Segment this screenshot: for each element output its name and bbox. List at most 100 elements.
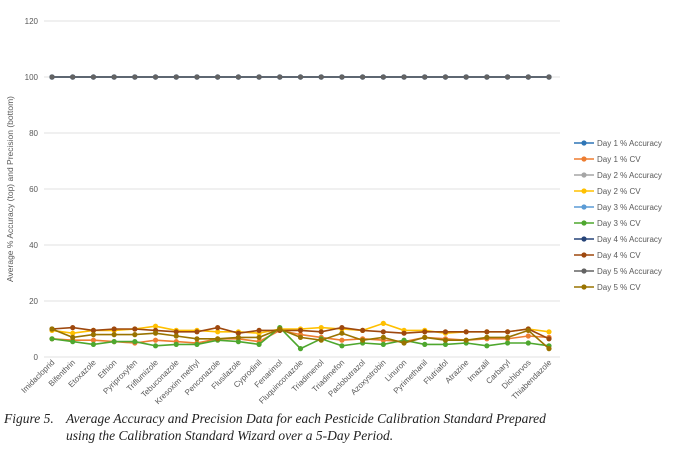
data-point: [111, 74, 117, 80]
data-point: [463, 74, 469, 80]
legend-label: Day 5 % CV: [597, 283, 641, 292]
y-tick-label: 120: [25, 17, 39, 26]
data-point: [235, 74, 241, 80]
data-point: [132, 74, 138, 80]
chart-svg: 0 20 40 60 80 100 120 Average % Accuracy (top) …: [5, 17, 662, 406]
data-point: [504, 74, 511, 80]
data-point: [152, 323, 159, 329]
data-point: [173, 333, 179, 339]
data-point: [360, 74, 366, 80]
legend-label: Day 3 % Accuracy: [597, 203, 662, 212]
data-point: [442, 74, 449, 80]
data-point: [422, 329, 428, 335]
data-point: [318, 74, 324, 80]
data-point: [484, 334, 490, 340]
data-point: [132, 339, 138, 345]
y-axis-title: Average % Accuracy (top) and Precision (…: [5, 96, 15, 282]
data-point: [484, 329, 490, 335]
legend-swatch-marker: [581, 252, 587, 258]
data-point: [152, 343, 159, 349]
y-tick-label: 100: [25, 73, 39, 82]
data-point: [132, 326, 138, 332]
data-point: [318, 325, 324, 331]
data-point: [442, 337, 449, 343]
data-point: [152, 337, 159, 343]
data-point: [339, 337, 345, 343]
data-point: [194, 329, 200, 335]
data-point: [360, 327, 366, 333]
caption-line-2: using the Calibration Standard Wizard ov…: [66, 428, 394, 443]
data-point: [215, 325, 221, 331]
data-point: [235, 339, 241, 345]
data-point: [546, 336, 552, 342]
data-point: [215, 336, 221, 342]
data-point: [194, 341, 200, 347]
legend-swatch-marker: [581, 204, 587, 210]
data-point: [152, 330, 159, 336]
legend-swatch-marker: [581, 172, 587, 178]
legend-swatch-marker: [581, 156, 587, 162]
data-point: [318, 337, 324, 343]
legend-swatch-marker: [581, 284, 587, 290]
legend-label: Day 4 % CV: [597, 251, 641, 260]
y-tick-label: 60: [29, 185, 38, 194]
data-point: [297, 334, 304, 340]
y-tick-label: 40: [29, 241, 38, 250]
data-point: [49, 74, 55, 80]
data-point: [360, 337, 366, 343]
chart: 0 20 40 60 80 100 120 Average % Accuracy (top) …: [5, 17, 662, 406]
data-point: [339, 330, 345, 336]
data-point: [339, 325, 345, 331]
x-tick-label: Imidacloprid: [20, 358, 57, 395]
data-point: [504, 340, 511, 346]
data-point: [401, 340, 407, 346]
y-tick-label: 20: [29, 297, 38, 306]
data-point: [380, 329, 386, 335]
legend-swatch-marker: [581, 236, 587, 242]
data-point: [215, 74, 221, 80]
data-point: [380, 320, 386, 326]
data-point: [70, 339, 76, 345]
data-point: [111, 339, 117, 345]
data-point: [297, 327, 304, 333]
data-point: [525, 340, 531, 346]
data-point: [401, 330, 407, 336]
data-point: [318, 329, 324, 335]
data-point: [504, 334, 511, 340]
data-point: [525, 333, 531, 339]
figure-caption: Figure 5. Average Accuracy and Precision …: [4, 410, 684, 444]
data-point: [525, 327, 531, 333]
data-point: [173, 341, 179, 347]
caption-line-1: Average Accuracy and Precision Data for …: [66, 411, 546, 426]
data-point: [442, 341, 449, 347]
legend-swatch-marker: [581, 140, 587, 146]
legend-label: Day 4 % Accuracy: [597, 235, 662, 244]
y-tick-label: 80: [29, 129, 38, 138]
data-point: [525, 74, 531, 80]
data-point: [194, 74, 200, 80]
data-point: [546, 346, 552, 352]
data-point: [339, 343, 345, 349]
data-point: [380, 334, 386, 340]
data-point: [546, 329, 552, 335]
data-point: [297, 74, 304, 80]
data-point: [90, 337, 97, 343]
data-point: [70, 330, 76, 336]
data-point: [401, 74, 407, 80]
data-point: [70, 325, 76, 331]
legend-label: Day 5 % Accuracy: [597, 267, 662, 276]
data-point: [442, 329, 449, 335]
data-point: [484, 343, 490, 349]
data-point: [215, 329, 221, 335]
data-point: [235, 334, 241, 340]
data-point: [194, 336, 200, 342]
data-point: [380, 74, 386, 80]
data-point: [546, 74, 552, 80]
data-point: [235, 330, 241, 336]
data-point: [380, 341, 386, 347]
data-point: [422, 341, 428, 347]
data-point: [256, 74, 262, 80]
legend-swatch-marker: [581, 220, 587, 226]
data-point: [297, 346, 304, 352]
data-point: [132, 332, 138, 338]
